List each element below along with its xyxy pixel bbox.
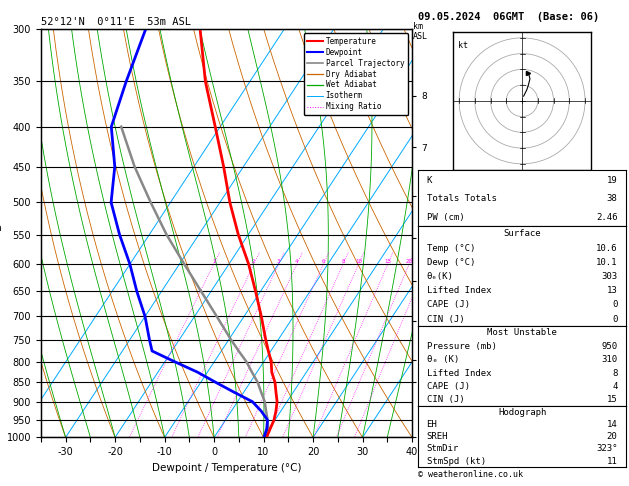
Text: PW (cm): PW (cm) [426,213,464,222]
Text: Surface: Surface [503,229,541,238]
Text: 10: 10 [355,259,362,264]
Text: StmDir: StmDir [426,444,459,453]
Legend: Temperature, Dewpoint, Parcel Trajectory, Dry Adiabat, Wet Adiabat, Isotherm, Mi: Temperature, Dewpoint, Parcel Trajectory… [304,33,408,115]
Text: 15: 15 [384,259,391,264]
Text: CAPE (J): CAPE (J) [426,300,470,310]
Text: 11: 11 [607,456,618,466]
Text: 3: 3 [277,259,281,264]
Text: 20: 20 [406,259,413,264]
Text: 4: 4 [295,259,299,264]
Text: 8: 8 [612,368,618,378]
Text: 8: 8 [342,259,345,264]
X-axis label: Dewpoint / Temperature (°C): Dewpoint / Temperature (°C) [152,463,301,473]
Text: 19: 19 [607,176,618,185]
Text: θₑ (K): θₑ (K) [426,355,459,364]
Text: 4: 4 [612,382,618,391]
Text: 1: 1 [212,259,216,264]
Text: Pressure (mb): Pressure (mb) [426,342,496,351]
Text: Dewp (°C): Dewp (°C) [426,258,475,267]
Text: CIN (J): CIN (J) [426,315,464,324]
Text: Hodograph: Hodograph [498,408,546,417]
Text: Lifted Index: Lifted Index [426,286,491,295]
Text: 6: 6 [321,259,325,264]
Text: θₑ(K): θₑ(K) [426,272,454,281]
Text: Most Unstable: Most Unstable [487,329,557,337]
Text: kt: kt [457,41,467,50]
Text: Totals Totals: Totals Totals [426,194,496,204]
Text: 13: 13 [607,286,618,295]
Text: SREH: SREH [426,432,448,441]
Text: 52°12'N  0°11'E  53m ASL: 52°12'N 0°11'E 53m ASL [41,17,191,27]
Text: 20: 20 [607,432,618,441]
Text: 2: 2 [252,259,255,264]
Text: 10.1: 10.1 [596,258,618,267]
Text: EH: EH [426,420,437,429]
Text: © weatheronline.co.uk: © weatheronline.co.uk [418,469,523,479]
Text: 0: 0 [612,300,618,310]
Text: km
ASL: km ASL [413,22,428,41]
Y-axis label: hPa: hPa [0,223,2,233]
Text: 25: 25 [423,259,430,264]
Text: Lifted Index: Lifted Index [426,368,491,378]
Text: 2.46: 2.46 [596,213,618,222]
Text: StmSpd (kt): StmSpd (kt) [426,456,486,466]
Text: 38: 38 [607,194,618,204]
Text: 310: 310 [601,355,618,364]
Text: 0: 0 [612,315,618,324]
Text: 950: 950 [601,342,618,351]
Text: 323°: 323° [596,444,618,453]
Text: 09.05.2024  06GMT  (Base: 06): 09.05.2024 06GMT (Base: 06) [418,12,599,22]
Text: 10.6: 10.6 [596,243,618,253]
Text: 15: 15 [607,395,618,404]
Text: 303: 303 [601,272,618,281]
Text: CAPE (J): CAPE (J) [426,382,470,391]
Text: Temp (°C): Temp (°C) [426,243,475,253]
Y-axis label: Mixing Ratio (g/kg): Mixing Ratio (g/kg) [440,191,449,276]
Text: 14: 14 [607,420,618,429]
Text: CIN (J): CIN (J) [426,395,464,404]
Text: K: K [426,176,432,185]
